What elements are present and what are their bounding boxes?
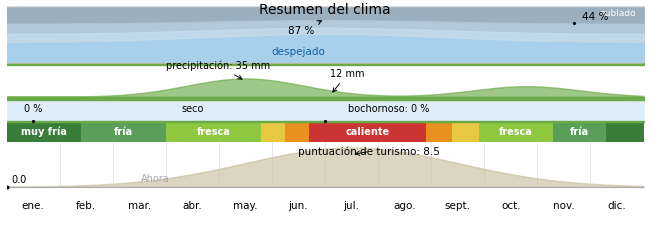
Text: seco: seco — [181, 104, 203, 114]
Bar — [166, 123, 261, 142]
Text: may.: may. — [233, 201, 257, 211]
Text: 0 %: 0 % — [24, 104, 42, 114]
Text: fría: fría — [570, 127, 590, 137]
Text: fresca: fresca — [197, 127, 230, 137]
Text: sept.: sept. — [445, 201, 471, 211]
Text: fresca: fresca — [499, 127, 533, 137]
Text: Ahora: Ahora — [141, 174, 170, 184]
Text: Resumen del clima: Resumen del clima — [259, 3, 391, 18]
Text: 87 %: 87 % — [288, 21, 322, 36]
Bar — [479, 123, 553, 142]
Text: despejado: despejado — [272, 47, 326, 57]
Text: mar.: mar. — [127, 201, 151, 211]
Text: bochornoso: 0 %: bochornoso: 0 % — [348, 104, 430, 114]
Bar — [6, 123, 81, 142]
Bar — [285, 123, 309, 142]
Text: feb.: feb. — [76, 201, 96, 211]
Bar — [426, 123, 452, 142]
Bar — [81, 123, 166, 142]
Text: precipitación: 35 mm: precipitación: 35 mm — [166, 60, 270, 79]
Bar — [553, 123, 606, 142]
Text: ago.: ago. — [393, 201, 416, 211]
Text: 0.0: 0.0 — [12, 175, 27, 185]
Text: fría: fría — [114, 127, 133, 137]
Bar — [606, 123, 644, 142]
Text: nublado: nublado — [599, 9, 636, 18]
Text: ene.: ene. — [21, 201, 44, 211]
Bar — [309, 123, 426, 142]
Text: jun.: jun. — [289, 201, 308, 211]
Text: caliente: caliente — [345, 127, 389, 137]
Text: jul.: jul. — [344, 201, 359, 211]
Text: 44 %: 44 % — [582, 12, 609, 22]
Bar — [452, 123, 479, 142]
Text: abr.: abr. — [183, 201, 202, 211]
Bar — [261, 123, 285, 142]
Text: 12 mm: 12 mm — [330, 69, 365, 92]
Text: muy fría: muy fría — [21, 127, 66, 137]
Text: oct.: oct. — [501, 201, 521, 211]
Text: puntuación de turismo: 8.5: puntuación de turismo: 8.5 — [298, 146, 440, 157]
Text: nov.: nov. — [553, 201, 575, 211]
Text: dic.: dic. — [608, 201, 627, 211]
